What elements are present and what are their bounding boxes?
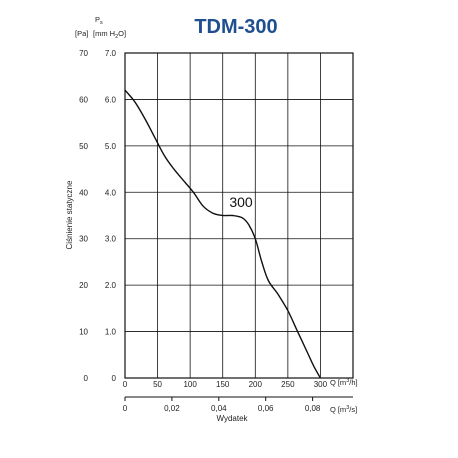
y-right-tick-label: 3.0 [105,235,117,244]
y-left-tick-label: 30 [79,235,88,244]
x-top-tick-label: 300 [314,380,328,389]
x-top-tick-label: 50 [153,380,162,389]
x-top-tick-label: 0 [123,380,128,389]
x-top-unit: Q [m3/h] [330,378,358,387]
series-300-label: 300 [229,194,253,210]
y-right-tick-label: 0 [112,374,117,383]
x-bottom-unit: Q [m3/s] [330,405,357,414]
y-right-tick-label: 4.0 [105,188,117,197]
x-top-tick-label: 100 [183,380,197,389]
x-bottom-tick-label: 0 [123,404,128,413]
y-right-symbol: Ps [95,15,103,26]
x-top-tick-label: 200 [249,380,263,389]
grid [125,53,353,378]
chart-title: TDM-300 [194,16,277,38]
y-axis-right-ticks: 0 1.0 2.0 3.0 4.0 5.0 6.0 7.0 [105,49,117,383]
series-300-line [124,89,322,379]
x-top-tick-label: 150 [216,380,230,389]
y-right-tick-label: 5.0 [105,142,117,151]
y-axis-label: Ciśnienie statyczne [65,180,74,249]
x-axis-label: Wydatek [216,414,248,423]
y-right-tick-label: 1.0 [105,328,117,337]
y-left-tick-label: 20 [79,281,88,290]
y-right-tick-label: 7.0 [105,49,117,58]
x-bottom-tick-label: 0,06 [258,404,274,413]
y-left-tick-label: 70 [79,49,88,58]
y-right-tick-label: 2.0 [105,281,117,290]
plot-frame [124,52,354,379]
x-bottom-tick-label: 0,04 [211,404,227,413]
y-left-unit: [Pa] [75,29,88,38]
x-axis-bottom-ticks: 0 0,02 0,04 0,06 0,08 [123,396,353,413]
y-right-tick-label: 6.0 [105,95,117,104]
x-axis-top-ticks: 0 50 100 150 200 250 300 [123,380,328,389]
y-left-tick-label: 10 [79,328,88,337]
y-left-tick-label: 0 [84,374,89,383]
y-left-tick-label: 50 [79,142,88,151]
y-right-unit: [mm H2O] [93,29,126,40]
x-top-tick-label: 250 [281,380,295,389]
y-axis-left-ticks: 0 10 20 30 40 50 60 70 [79,49,88,383]
y-left-tick-label: 60 [79,95,88,104]
x-bottom-tick-label: 0,08 [305,404,321,413]
x-bottom-tick-label: 0,02 [164,404,180,413]
y-left-tick-label: 40 [79,188,88,197]
